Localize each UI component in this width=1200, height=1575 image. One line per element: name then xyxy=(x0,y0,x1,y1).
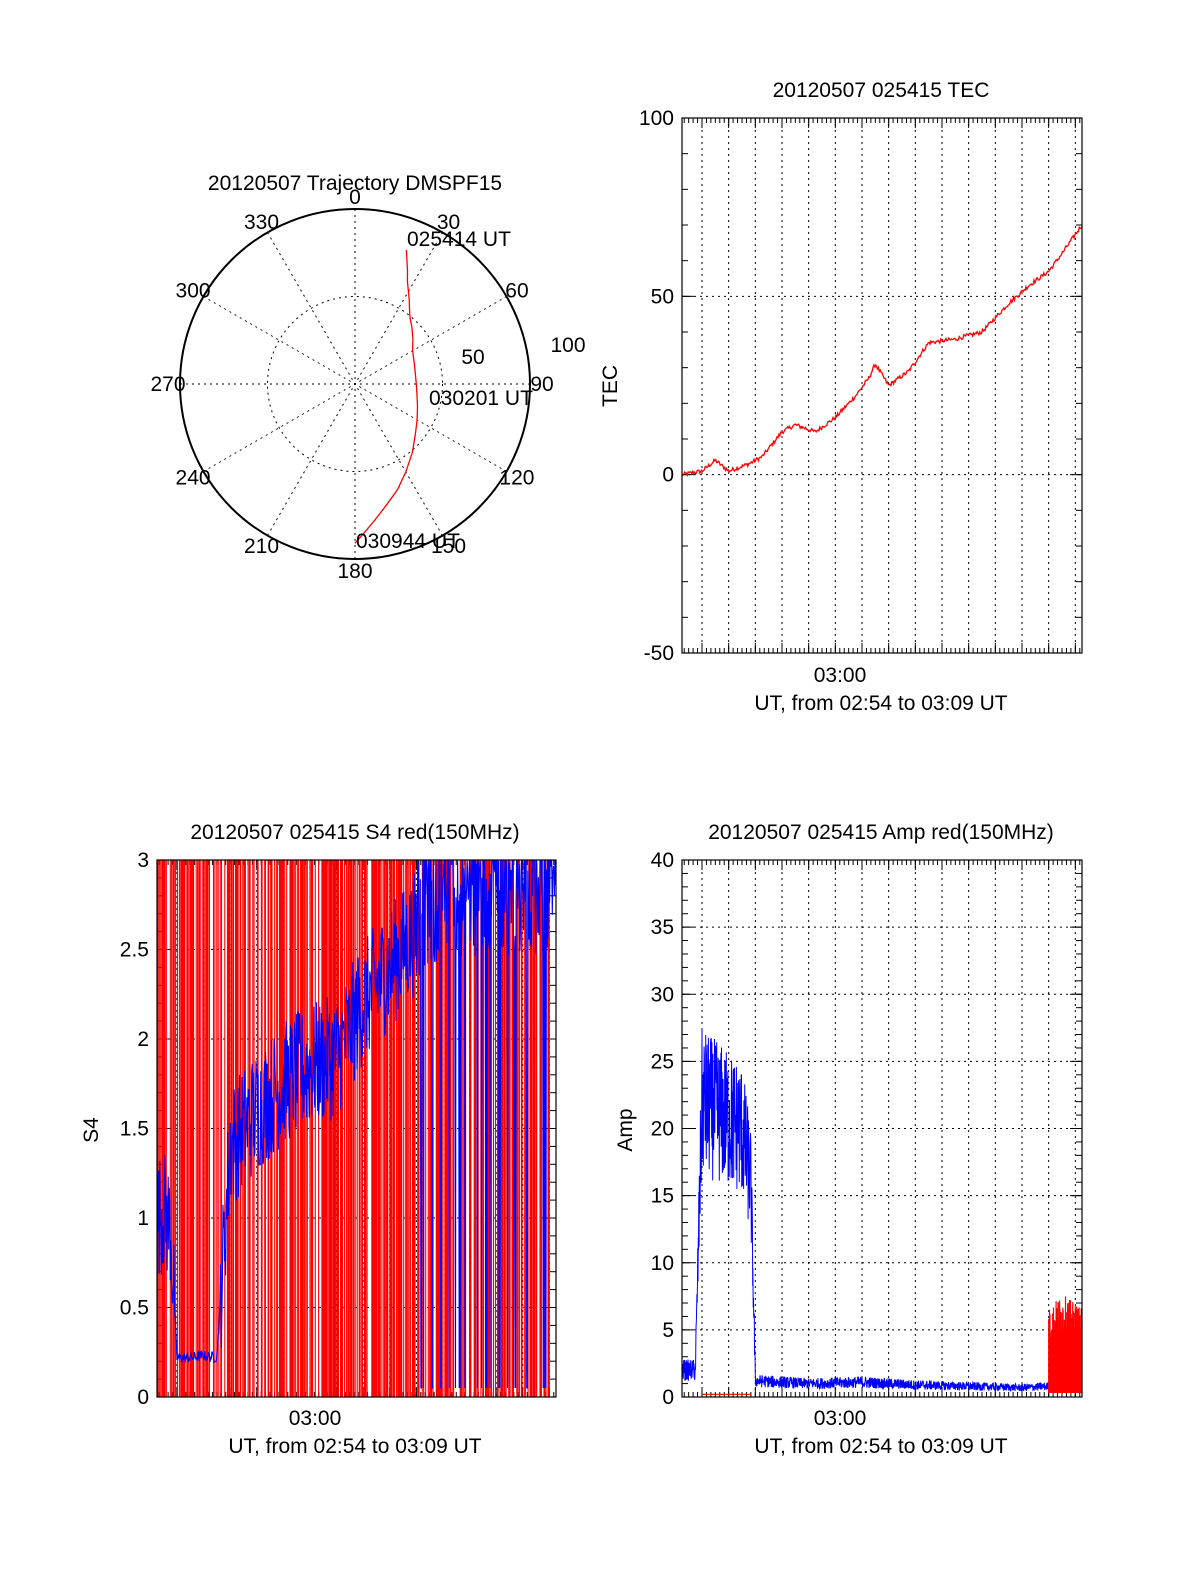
s4-ylabel: S4 xyxy=(80,1117,103,1143)
s4-xtick-0300: 03:00 xyxy=(289,1407,342,1430)
amp-blue-series xyxy=(681,1028,1083,1393)
tec-grid: -50 0 50 100 xyxy=(639,107,1082,665)
polar-azimuth-label: 0 xyxy=(349,186,361,209)
polar-azimuth-label: 30 xyxy=(437,211,460,234)
amp-ytick-label: 10 xyxy=(651,1252,674,1275)
amp-title: 20120507 025415 Amp red(150MHz) xyxy=(708,821,1054,844)
tec-xlabel: UT, from 02:54 to 03:09 UT xyxy=(754,692,1007,715)
amp-ylabel: Amp xyxy=(614,1108,637,1151)
polar-azimuth-label: 150 xyxy=(431,535,466,558)
amp-xtick-0300: 03:00 xyxy=(814,1407,867,1430)
polar-azimuth-labels: 0 30 60 90 120 150 180 210 240 270 300 330 xyxy=(150,186,553,583)
amp-panel: 20120507 025415 Amp red(150MHz) Amp 03:0… xyxy=(614,821,1083,1458)
tec-panel: 20120507 025415 TEC TEC 03:00 UT, from 0… xyxy=(599,79,1083,715)
amp-ytick-label: 0 xyxy=(662,1386,674,1409)
polar-radial-label-100: 100 xyxy=(550,334,585,357)
s4-ytick-label: 2 xyxy=(137,1028,149,1051)
polar-azimuth-label: 90 xyxy=(530,373,553,396)
polar-annotation-end: 030944 UT xyxy=(356,530,460,553)
polar-annotation-start: 025414 UT xyxy=(407,228,511,251)
polar-trajectory-line xyxy=(354,249,419,544)
polar-azimuth-label: 300 xyxy=(176,280,211,303)
tec-ytick-label: 100 xyxy=(639,107,674,130)
polar-azimuth-label: 240 xyxy=(176,467,211,490)
s4-xlabel: UT, from 02:54 to 03:09 UT xyxy=(228,1435,481,1458)
amp-ytick-label: 20 xyxy=(651,1118,674,1141)
s4-ytick-label: 1 xyxy=(137,1207,149,1230)
s4-blue-series xyxy=(156,859,557,1389)
amp-frame xyxy=(681,859,1083,1398)
polar-azimuth-label: 120 xyxy=(499,467,534,490)
s4-ytick-label: 2.5 xyxy=(120,939,149,962)
polar-azimuth-label: 330 xyxy=(244,211,279,234)
polar-title: 20120507 Trajectory DMSPF15 xyxy=(208,172,502,195)
tec-ytick-label: 0 xyxy=(662,464,674,487)
s4-ytick-label: 0 xyxy=(137,1386,149,1409)
amp-xlabel: UT, from 02:54 to 03:09 UT xyxy=(754,1435,1007,1458)
s4-frame xyxy=(156,859,557,1398)
amp-red-series xyxy=(702,1296,1083,1395)
polar-radial-label-50: 50 xyxy=(461,346,484,369)
tec-ytick-label: -50 xyxy=(644,642,674,665)
tec-xtick-0300: 03:00 xyxy=(814,664,867,687)
polar-spokes xyxy=(180,209,530,559)
amp-ytick-label: 25 xyxy=(651,1050,674,1073)
amp-ytick-label: 35 xyxy=(651,916,674,939)
polar-azimuth-label: 180 xyxy=(337,560,372,583)
polar-panel: 20120507 Trajectory DMSPF15 0 30 60 90 120 15… xyxy=(150,172,585,583)
amp-ytick-label: 5 xyxy=(662,1319,674,1342)
polar-azimuth-label: 210 xyxy=(244,535,279,558)
polar-azimuth-label: 60 xyxy=(505,280,528,303)
polar-annotation-mid: 030201 UT xyxy=(429,387,533,410)
tec-ytick-label: 50 xyxy=(651,285,674,308)
amp-ytick-label: 15 xyxy=(651,1185,674,1208)
s4-red-series xyxy=(157,860,550,1397)
polar-inner-circle xyxy=(267,296,443,472)
amp-ytick-label: 30 xyxy=(651,983,674,1006)
tec-frame xyxy=(681,117,1083,654)
amp-ytick-label: 40 xyxy=(651,849,674,872)
tec-title: 20120507 025415 TEC xyxy=(773,79,990,102)
polar-spoke xyxy=(267,232,443,536)
amp-grid: 0 5 10 15 20 25 30 35 40 xyxy=(651,849,1082,1409)
polar-azimuth-label: 270 xyxy=(150,373,185,396)
s4-panel: 20120507 025415 S4 red(150MHz) S4 03:00 … xyxy=(80,821,557,1458)
s4-title: 20120507 025415 S4 red(150MHz) xyxy=(190,821,519,844)
s4-ytick-label: 1.5 xyxy=(120,1118,149,1141)
tec-series-line xyxy=(681,225,1083,477)
tec-ylabel: TEC xyxy=(599,365,622,407)
s4-ytick-label: 3 xyxy=(137,849,149,872)
s4-ytick-label: 0.5 xyxy=(120,1297,149,1320)
